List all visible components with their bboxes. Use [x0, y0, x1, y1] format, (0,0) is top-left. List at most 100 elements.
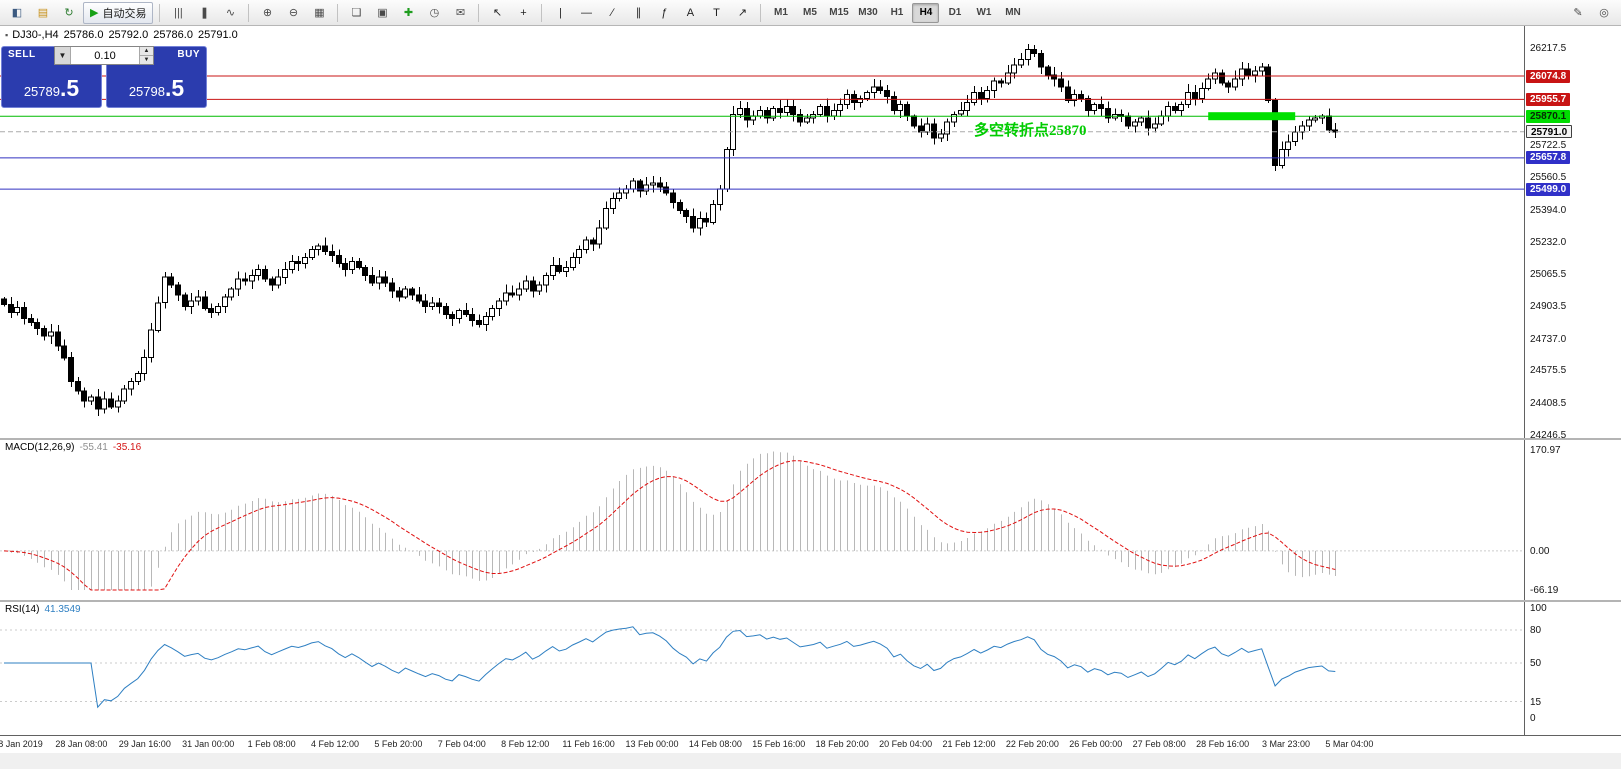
macd-panel[interactable]: MACD(12,26,9) -55.41 -35.16 [0, 440, 1524, 600]
text-label-button[interactable]: T [704, 2, 728, 24]
price-axis-label: 24903.5 [1530, 301, 1567, 312]
main-chart-panel[interactable]: ▪ DJ30-,H4 25786.0 25792.0 25786.0 25791.0 SE… [0, 26, 1524, 438]
zoom-out-icon: ⊖ [288, 6, 299, 19]
panel-splitter[interactable] [0, 438, 1621, 440]
refresh-icon: ↻ [64, 6, 74, 19]
text-icon: A [686, 6, 695, 19]
macd-indicator-chart[interactable] [0, 440, 1524, 600]
price-badge-25499.0: 25499.0 [1526, 182, 1571, 196]
volume-up-icon[interactable]: ▲ [140, 47, 153, 55]
tile-windows-icon: ❏ [351, 6, 362, 19]
timeframe-mn-button[interactable]: MN [1005, 6, 1021, 18]
time-axis[interactable]: 28 Jan 2019 28 Jan 08:00 29 Jan 16:00 31 Ja… [0, 735, 1621, 753]
zoom-out-button[interactable]: ⊖ [281, 2, 305, 24]
indicators-icon: ✚ [403, 6, 414, 19]
buy-label: BUY [177, 49, 200, 60]
text-label-icon: T [713, 6, 720, 19]
time-label: 7 Feb 04:00 [437, 739, 486, 749]
price-axis-label: 24575.5 [1530, 365, 1567, 377]
auto-arrange-button[interactable]: ▦ [307, 2, 331, 24]
zoom-in-button[interactable]: ⊕ [255, 2, 279, 24]
rsi-panel[interactable]: RSI(14) 41.3549 [0, 602, 1524, 735]
timeframe-m1-button[interactable]: M1 [774, 6, 788, 18]
price-axis[interactable]: 26217.5 25722.5 25560.5 25394.0 25232.0 25065… [1524, 26, 1621, 752]
price-badge-25791.0: 25791.0 [1526, 125, 1573, 139]
timeframe-m15-button[interactable]: M15 [829, 6, 849, 18]
new-chart-button[interactable]: ◧ [5, 2, 29, 24]
crosshair-icon: + [520, 6, 527, 19]
indicators-button[interactable]: ✚ [396, 2, 420, 24]
autotrading-button[interactable]: ▶ 自动交易 [83, 1, 154, 24]
panel-splitter[interactable] [0, 600, 1621, 602]
quote-low: 25786.0 [153, 29, 193, 41]
timeframe-m5-button[interactable]: M5 [803, 6, 817, 18]
templates-icon: ✉ [455, 6, 466, 19]
fibonacci-button[interactable]: ƒ [652, 2, 676, 24]
chart-icon: ▪ [5, 30, 9, 40]
price-axis-label: 24246.5 [1530, 430, 1567, 441]
price-axis-label: 26217.5 [1530, 43, 1567, 54]
sell-label: SELL [8, 49, 36, 60]
time-label: 5 Feb 20:00 [374, 739, 423, 749]
periods-button[interactable]: ◷ [422, 2, 446, 24]
rsi-title: RSI(14) [5, 604, 40, 615]
time-label: 29 Jan 16:00 [118, 739, 171, 749]
vertical-line-button[interactable]: | [548, 2, 572, 24]
buy-price: 25798.5 [128, 75, 185, 101]
search-button[interactable]: ◎ [1592, 2, 1616, 24]
timeframe-h1-button[interactable]: H1 [890, 6, 904, 18]
price-axis-label: 25394.0 [1530, 204, 1567, 216]
time-label: 27 Feb 08:00 [1132, 739, 1186, 749]
cursor-button[interactable]: ↖ [485, 2, 509, 24]
candlestick-chart-icon: ❚ [199, 6, 210, 19]
line-chart-button[interactable]: ∿ [218, 2, 242, 24]
price-badge-25870.1: 25870.1 [1526, 109, 1571, 123]
templates-button[interactable]: ✉ [448, 2, 472, 24]
rsi-indicator-chart[interactable] [0, 602, 1524, 735]
time-label: 18 Feb 20:00 [815, 739, 869, 749]
macd-axis-label: -66.19 [1530, 585, 1559, 596]
pivot-annotation-text[interactable]: 多空转折点25870 [974, 123, 1087, 139]
zoom-in-icon: ⊕ [262, 6, 273, 19]
symbol-quote-bar: ▪ DJ30-,H4 25786.0 25792.0 25786.0 25791.0 [5, 29, 243, 41]
profiles-button[interactable]: ▤ [31, 2, 55, 24]
profiles-icon: ▤ [37, 6, 49, 19]
arrows-button[interactable]: ↗ [730, 2, 754, 24]
rsi-axis-label: 50 [1530, 658, 1542, 669]
volume-dropdown-icon[interactable]: ▼ [55, 47, 71, 64]
news-button[interactable]: ✎ [1566, 2, 1590, 24]
quote-close: 25791.0 [197, 29, 238, 41]
time-label: 26 Feb 00:00 [1069, 739, 1123, 749]
timeframe-m30-button[interactable]: M30 [858, 6, 878, 18]
timeframe-w1-button[interactable]: W1 [976, 6, 992, 18]
timeframe-d1-button[interactable]: D1 [948, 6, 962, 18]
refresh-button[interactable]: ↻ [57, 2, 81, 24]
new-order-button[interactable]: ▣ [370, 2, 394, 24]
volume-down-icon[interactable]: ▼ [140, 55, 153, 64]
toolbar-separator [541, 3, 543, 22]
rsi-axis-label: 100 [1530, 603, 1547, 614]
candlestick-chart[interactable] [0, 26, 1524, 438]
tile-windows-button[interactable]: ❏ [344, 2, 368, 24]
bar-chart-icon: ||| [174, 6, 183, 19]
crosshair-button[interactable]: + [511, 2, 535, 24]
time-label: 1 Feb 08:00 [247, 739, 296, 749]
price-badge-25955.7: 25955.7 [1526, 92, 1571, 106]
equidistant-channel-button[interactable]: ∥ [626, 2, 650, 24]
macd-label: MACD(12,26,9) -55.41 -35.16 [5, 442, 146, 453]
vertical-line-icon: | [559, 6, 562, 19]
text-button[interactable]: A [678, 2, 702, 24]
horizontal-line-button[interactable]: — [574, 2, 598, 24]
trendline-button[interactable]: ∕ [600, 2, 624, 24]
pivot-highlight-bar[interactable] [1208, 112, 1296, 121]
timeframe-h4-button[interactable]: H4 [912, 2, 940, 23]
trendline-icon: ∕ [611, 6, 614, 19]
volume-input[interactable] [71, 47, 139, 64]
candlestick-chart-button[interactable]: ❚ [192, 2, 216, 24]
bottom-strip [0, 752, 1621, 769]
bar-chart-button[interactable]: ||| [166, 2, 190, 24]
symbol-period-label: DJ30-,H4 [12, 29, 59, 41]
price-axis-label: 25232.0 [1530, 236, 1567, 248]
line-chart-icon: ∿ [225, 6, 236, 19]
